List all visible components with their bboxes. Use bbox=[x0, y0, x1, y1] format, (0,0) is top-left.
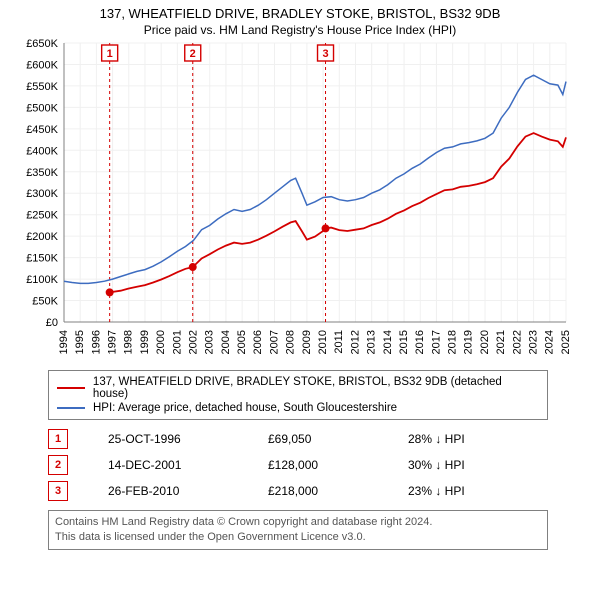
legend: 137, WHEATFIELD DRIVE, BRADLEY STOKE, BR… bbox=[48, 370, 548, 420]
svg-text:£150K: £150K bbox=[26, 253, 58, 265]
legend-label: 137, WHEATFIELD DRIVE, BRADLEY STOKE, BR… bbox=[93, 376, 539, 400]
sale-marker-dot bbox=[322, 224, 330, 232]
sales-row: 2 14-DEC-2001 £128,000 30% ↓ HPI bbox=[48, 452, 548, 478]
price-chart: £0 £50K £100K £150K £200K £250K £300K £350K £400… bbox=[10, 37, 570, 362]
svg-text:1994: 1994 bbox=[58, 330, 70, 354]
sale-marker-dot bbox=[106, 288, 114, 296]
sale-badge: 3 bbox=[48, 481, 68, 501]
svg-text:2024: 2024 bbox=[544, 330, 556, 354]
sale-delta: 28% ↓ HPI bbox=[408, 432, 528, 446]
svg-text:2018: 2018 bbox=[447, 330, 459, 354]
legend-row: 137, WHEATFIELD DRIVE, BRADLEY STOKE, BR… bbox=[57, 375, 539, 401]
license-line-2: This data is licensed under the Open Gov… bbox=[55, 530, 541, 545]
svg-text:2014: 2014 bbox=[382, 330, 394, 354]
svg-text:2007: 2007 bbox=[268, 330, 280, 354]
sale-price: £218,000 bbox=[268, 484, 368, 498]
svg-text:£350K: £350K bbox=[26, 167, 58, 179]
sale-date: 25-OCT-1996 bbox=[108, 432, 228, 446]
svg-text:1998: 1998 bbox=[123, 330, 135, 354]
chart-container: £0 £50K £100K £150K £200K £250K £300K £350K £400… bbox=[10, 37, 590, 362]
svg-text:£0: £0 bbox=[46, 317, 58, 329]
svg-text:1999: 1999 bbox=[139, 330, 151, 354]
svg-text:2019: 2019 bbox=[463, 330, 475, 354]
svg-text:2009: 2009 bbox=[301, 330, 313, 354]
legend-swatch bbox=[57, 407, 85, 409]
svg-text:2011: 2011 bbox=[333, 330, 345, 354]
svg-text:£500K: £500K bbox=[26, 102, 58, 114]
svg-text:£300K: £300K bbox=[26, 188, 58, 200]
sale-delta: 30% ↓ HPI bbox=[408, 458, 528, 472]
chart-titles: 137, WHEATFIELD DRIVE, BRADLEY STOKE, BR… bbox=[10, 6, 590, 37]
svg-text:2025: 2025 bbox=[560, 330, 570, 354]
sale-date: 14-DEC-2001 bbox=[108, 458, 228, 472]
svg-text:2013: 2013 bbox=[366, 330, 378, 354]
svg-text:2006: 2006 bbox=[252, 330, 264, 354]
svg-text:£400K: £400K bbox=[26, 145, 58, 157]
svg-text:2016: 2016 bbox=[414, 330, 426, 354]
svg-text:2020: 2020 bbox=[479, 330, 491, 354]
sale-badge: 2 bbox=[48, 455, 68, 475]
svg-text:£550K: £550K bbox=[26, 81, 58, 93]
svg-text:£450K: £450K bbox=[26, 124, 58, 136]
svg-text:2001: 2001 bbox=[171, 330, 183, 354]
title-main: 137, WHEATFIELD DRIVE, BRADLEY STOKE, BR… bbox=[10, 6, 590, 21]
svg-text:1997: 1997 bbox=[106, 330, 118, 354]
svg-text:3: 3 bbox=[322, 48, 328, 60]
svg-text:2017: 2017 bbox=[430, 330, 442, 354]
sale-badge: 1 bbox=[48, 429, 68, 449]
sale-price: £69,050 bbox=[268, 432, 368, 446]
svg-text:1995: 1995 bbox=[74, 330, 86, 354]
svg-text:2012: 2012 bbox=[349, 330, 361, 354]
page-root: 137, WHEATFIELD DRIVE, BRADLEY STOKE, BR… bbox=[0, 0, 600, 590]
svg-text:2005: 2005 bbox=[236, 330, 248, 354]
legend-swatch bbox=[57, 387, 85, 389]
svg-text:2003: 2003 bbox=[204, 330, 216, 354]
svg-text:2021: 2021 bbox=[495, 330, 507, 354]
svg-text:1: 1 bbox=[107, 48, 113, 60]
svg-text:£200K: £200K bbox=[26, 231, 58, 243]
svg-text:£50K: £50K bbox=[32, 296, 58, 308]
legend-label: HPI: Average price, detached house, Sout… bbox=[93, 402, 397, 414]
svg-text:2015: 2015 bbox=[398, 330, 410, 354]
license-box: Contains HM Land Registry data © Crown c… bbox=[48, 510, 548, 550]
sale-price: £128,000 bbox=[268, 458, 368, 472]
sales-row: 3 26-FEB-2010 £218,000 23% ↓ HPI bbox=[48, 478, 548, 504]
svg-text:2000: 2000 bbox=[155, 330, 167, 354]
sales-row: 1 25-OCT-1996 £69,050 28% ↓ HPI bbox=[48, 426, 548, 452]
svg-text:2: 2 bbox=[190, 48, 196, 60]
svg-text:2010: 2010 bbox=[317, 330, 329, 354]
legend-row: HPI: Average price, detached house, Sout… bbox=[57, 401, 539, 415]
sale-delta: 23% ↓ HPI bbox=[408, 484, 528, 498]
svg-text:£650K: £650K bbox=[26, 38, 58, 50]
sales-table: 1 25-OCT-1996 £69,050 28% ↓ HPI 2 14-DEC-2001… bbox=[48, 426, 548, 504]
sale-date: 26-FEB-2010 bbox=[108, 484, 228, 498]
sale-marker-dot bbox=[189, 263, 197, 271]
svg-text:£600K: £600K bbox=[26, 59, 58, 71]
title-sub: Price paid vs. HM Land Registry's House … bbox=[10, 23, 590, 37]
svg-text:2023: 2023 bbox=[528, 330, 540, 354]
svg-text:2022: 2022 bbox=[511, 330, 523, 354]
svg-text:2008: 2008 bbox=[285, 330, 297, 354]
svg-text:£250K: £250K bbox=[26, 210, 58, 222]
svg-text:2004: 2004 bbox=[220, 330, 232, 354]
svg-text:1996: 1996 bbox=[90, 330, 102, 354]
svg-text:£100K: £100K bbox=[26, 274, 58, 286]
svg-text:2002: 2002 bbox=[187, 330, 199, 354]
license-line-1: Contains HM Land Registry data © Crown c… bbox=[55, 515, 541, 530]
